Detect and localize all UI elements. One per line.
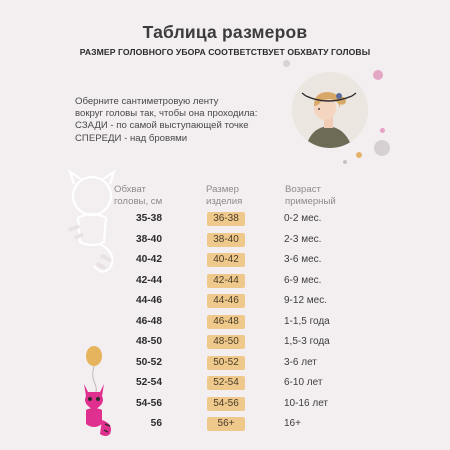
girth-value: 38-40: [135, 233, 162, 245]
decor-dot: [374, 140, 390, 156]
girth-value: 42-44: [135, 274, 162, 286]
age-value: 0-2 мес.: [284, 213, 322, 224]
age-value: 9-12 мес.: [284, 295, 328, 306]
girth-value: 40-42: [135, 254, 162, 265]
header-girth: Обхват головы, см: [114, 184, 163, 207]
age-value: 3-6 мес.: [284, 254, 322, 265]
child-measuring-head-photo: [292, 72, 368, 148]
table-row: 50-52 50-52 3-6 лет: [0, 354, 450, 372]
header-age: Возраст примерный: [285, 184, 336, 207]
decor-dot: [283, 60, 290, 67]
table-row: 52-54 52-54 6-10 лет: [0, 374, 450, 392]
instruction-line: СПЕРЕДИ - над бровями: [75, 132, 188, 144]
header-size: Размер изделия: [206, 184, 243, 207]
table-row: 42-44 42-44 6-9 мес.: [0, 272, 450, 290]
girth-value: 35-38: [135, 213, 162, 224]
size-badge: 40-42: [207, 253, 245, 267]
decor-dot: [356, 152, 362, 158]
age-value: 10-16 лет: [284, 397, 328, 409]
size-badge: 46-48: [207, 314, 245, 329]
size-badge: 42-44: [207, 273, 245, 288]
decor-dot: [380, 128, 385, 133]
page-title: Таблица размеров: [142, 22, 308, 42]
age-value: 1,5-3 года: [284, 336, 330, 347]
size-badge: 52-54: [207, 376, 245, 390]
table-row: 38-40 38-40 2-3 мес.: [0, 231, 450, 249]
table-row: 44-46 44-46 9-12 мес.: [0, 292, 450, 310]
size-badge: 38-40: [207, 232, 245, 247]
size-badge: 56+: [207, 417, 245, 431]
age-value: 3-6 лет: [284, 356, 317, 368]
girth-value: 44-46: [135, 295, 162, 306]
instruction-line: вокруг головы так, чтобы она проходила:: [75, 108, 258, 120]
age-value: 1-1,5 года: [284, 315, 330, 327]
page-subtitle: РАЗМЕР ГОЛОВНОГО УБОРА СООТВЕТСТВУЕТ ОБХ…: [79, 47, 371, 57]
age-value: 6-9 мес.: [284, 274, 322, 286]
size-badge: 50-52: [207, 355, 245, 370]
girth-value: 50-52: [135, 356, 162, 368]
girth-value: 56: [150, 418, 162, 429]
girth-value: 52-54: [135, 377, 162, 388]
girth-value: 48-50: [135, 336, 162, 347]
instruction-line: Оберните сантиметровую ленту: [75, 96, 219, 107]
girth-value: 54-56: [135, 397, 162, 409]
decor-dot: [373, 70, 383, 80]
measuring-instructions: Оберните сантиметровую ленту вокруг голо…: [75, 96, 325, 145]
decor-dot: [343, 160, 347, 164]
girth-value: 46-48: [135, 315, 162, 327]
age-value: 6-10 лет: [284, 377, 323, 388]
table-row: 35-38 36-38 0-2 мес.: [0, 210, 450, 228]
size-badge: 48-50: [207, 335, 245, 349]
raccoon-outline-icon: [60, 168, 125, 283]
size-badge: 54-56: [207, 396, 245, 411]
table-row: 48-50 48-50 1,5-3 года: [0, 333, 450, 351]
table-row: 40-42 40-42 3-6 мес.: [0, 251, 450, 269]
size-badge: 36-38: [207, 212, 245, 226]
age-value: 16+: [284, 418, 301, 429]
pink-raccoon-icon: [72, 380, 116, 443]
table-row: 54-56 54-56 10-16 лет: [0, 395, 450, 413]
table-row: 46-48 46-48 1-1,5 года: [0, 313, 450, 331]
size-badge: 44-46: [207, 294, 245, 308]
table-row: 56 56+ 16+: [0, 415, 450, 433]
instruction-line: СЗАДИ - по самой выступающей точке: [75, 120, 249, 132]
age-value: 2-3 мес.: [284, 233, 322, 245]
